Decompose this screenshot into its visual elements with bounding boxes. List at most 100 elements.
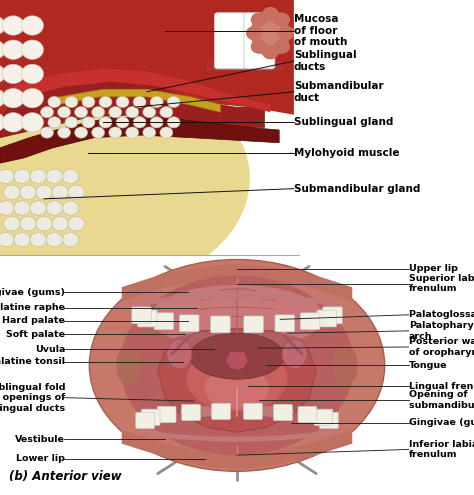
Circle shape xyxy=(2,16,24,35)
Circle shape xyxy=(14,169,30,184)
Ellipse shape xyxy=(165,331,309,358)
Circle shape xyxy=(52,185,68,199)
Text: Opening of
submandibular duct: Opening of submandibular duct xyxy=(409,390,474,410)
Circle shape xyxy=(58,106,71,118)
Polygon shape xyxy=(206,61,282,71)
FancyBboxPatch shape xyxy=(314,409,333,425)
Circle shape xyxy=(20,217,36,231)
FancyBboxPatch shape xyxy=(301,313,320,330)
Circle shape xyxy=(116,97,129,107)
Circle shape xyxy=(65,97,78,107)
Text: Mylohyoid muscle: Mylohyoid muscle xyxy=(294,148,400,158)
Circle shape xyxy=(262,7,279,21)
Circle shape xyxy=(2,89,24,108)
Circle shape xyxy=(62,201,79,215)
Circle shape xyxy=(150,97,163,107)
Text: Inferior labial
frenulum: Inferior labial frenulum xyxy=(409,440,474,459)
Text: Gingivae (gums): Gingivae (gums) xyxy=(0,288,65,297)
FancyBboxPatch shape xyxy=(211,316,230,333)
Circle shape xyxy=(91,127,105,138)
Circle shape xyxy=(0,201,14,215)
Circle shape xyxy=(0,233,14,247)
Circle shape xyxy=(133,117,146,128)
Text: Sublingual
ducts: Sublingual ducts xyxy=(294,50,356,72)
Circle shape xyxy=(62,169,79,184)
Circle shape xyxy=(36,217,52,231)
Text: Submandibular gland: Submandibular gland xyxy=(294,184,420,194)
Circle shape xyxy=(0,169,14,184)
Text: Lingual frenulum: Lingual frenulum xyxy=(409,382,474,391)
FancyBboxPatch shape xyxy=(244,13,275,69)
Text: Palatoglossal arch: Palatoglossal arch xyxy=(409,310,474,319)
Text: Tongue: Tongue xyxy=(409,361,447,370)
Text: (b) Anterior view: (b) Anterior view xyxy=(9,470,122,483)
Text: Posterior wall
of oropharynx: Posterior wall of oropharynx xyxy=(409,337,474,357)
Circle shape xyxy=(30,233,46,247)
Circle shape xyxy=(2,40,24,59)
Circle shape xyxy=(82,117,95,128)
Circle shape xyxy=(126,127,139,138)
Text: Sublingual fold
with openings of
sublingual ducts: Sublingual fold with openings of subling… xyxy=(0,383,65,412)
FancyBboxPatch shape xyxy=(141,409,160,425)
Circle shape xyxy=(160,127,173,138)
Circle shape xyxy=(20,185,36,199)
Circle shape xyxy=(109,127,122,138)
Circle shape xyxy=(65,117,78,128)
Ellipse shape xyxy=(151,285,323,349)
Circle shape xyxy=(251,40,267,54)
Circle shape xyxy=(262,45,279,59)
Circle shape xyxy=(74,127,88,138)
Polygon shape xyxy=(122,264,352,301)
Text: Superior labial
frenulum: Superior labial frenulum xyxy=(409,274,474,294)
Circle shape xyxy=(48,97,61,107)
Circle shape xyxy=(14,233,30,247)
Circle shape xyxy=(21,89,44,108)
Ellipse shape xyxy=(89,259,385,471)
Ellipse shape xyxy=(0,64,250,293)
Circle shape xyxy=(46,169,63,184)
Polygon shape xyxy=(0,0,294,115)
Polygon shape xyxy=(226,351,248,370)
Ellipse shape xyxy=(251,406,295,417)
Circle shape xyxy=(167,117,180,128)
Ellipse shape xyxy=(179,406,223,417)
Circle shape xyxy=(167,97,180,107)
Circle shape xyxy=(273,40,290,54)
Circle shape xyxy=(133,97,146,107)
FancyBboxPatch shape xyxy=(244,403,262,419)
Circle shape xyxy=(68,185,85,199)
Circle shape xyxy=(99,97,112,107)
Circle shape xyxy=(3,185,20,199)
Circle shape xyxy=(0,16,5,35)
Circle shape xyxy=(109,106,122,118)
Text: Gingivae (gums): Gingivae (gums) xyxy=(409,418,474,428)
Text: Palatopharyngeal
arch: Palatopharyngeal arch xyxy=(409,321,474,341)
Circle shape xyxy=(52,217,68,231)
Circle shape xyxy=(62,233,79,247)
Ellipse shape xyxy=(116,345,142,386)
Text: Upper lip: Upper lip xyxy=(409,264,458,273)
Circle shape xyxy=(3,217,20,231)
FancyBboxPatch shape xyxy=(298,406,317,423)
FancyBboxPatch shape xyxy=(323,307,342,324)
FancyBboxPatch shape xyxy=(180,315,199,332)
Ellipse shape xyxy=(120,276,354,455)
FancyBboxPatch shape xyxy=(275,315,294,332)
Text: Lower lip: Lower lip xyxy=(16,454,65,463)
Circle shape xyxy=(143,106,156,118)
Circle shape xyxy=(68,217,85,231)
Circle shape xyxy=(30,201,46,215)
Text: Palatine tonsil: Palatine tonsil xyxy=(0,357,65,366)
Circle shape xyxy=(278,26,295,40)
Circle shape xyxy=(74,106,88,118)
Circle shape xyxy=(91,106,105,118)
Ellipse shape xyxy=(332,345,358,386)
Polygon shape xyxy=(158,329,316,432)
Circle shape xyxy=(150,117,163,128)
FancyBboxPatch shape xyxy=(244,316,263,333)
Polygon shape xyxy=(122,430,352,469)
Circle shape xyxy=(160,106,173,118)
FancyBboxPatch shape xyxy=(137,310,157,327)
Circle shape xyxy=(21,64,44,84)
Circle shape xyxy=(0,89,5,108)
